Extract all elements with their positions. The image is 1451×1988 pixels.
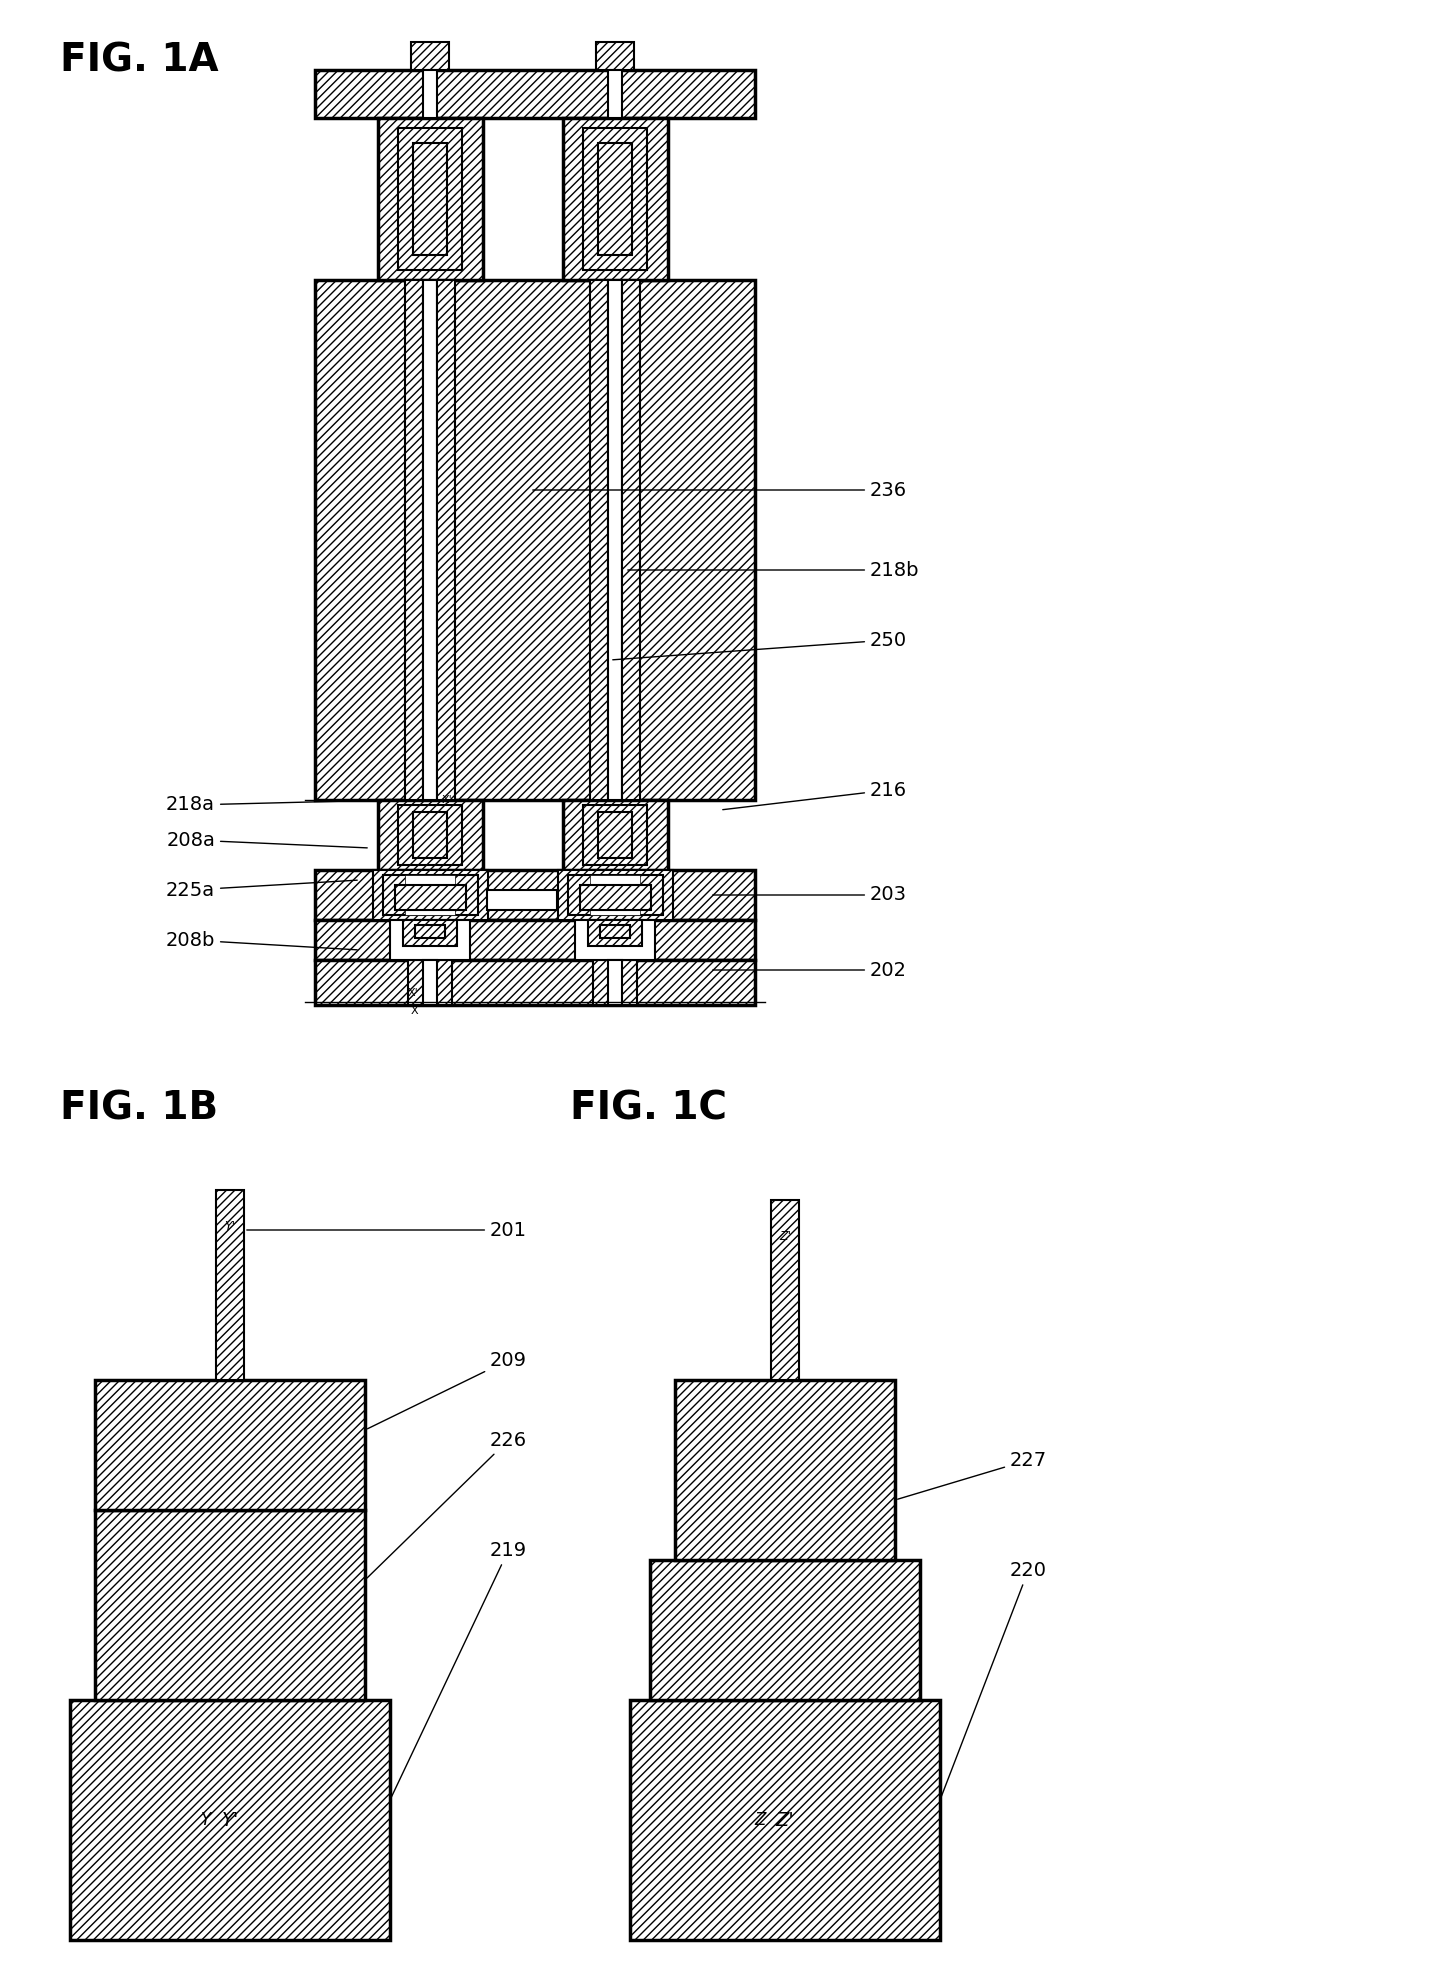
Bar xyxy=(598,143,633,254)
Text: 226: 226 xyxy=(367,1431,527,1578)
Bar xyxy=(373,871,488,920)
Text: X: X xyxy=(411,1006,418,1016)
Bar xyxy=(608,960,622,1006)
Bar xyxy=(593,960,637,1006)
Bar xyxy=(315,920,755,960)
Bar xyxy=(414,811,447,859)
Text: 236: 236 xyxy=(533,481,907,499)
Bar xyxy=(405,280,424,799)
Text: 203: 203 xyxy=(712,885,907,905)
Bar xyxy=(770,1201,800,1380)
Bar xyxy=(94,1380,366,1511)
Text: 202: 202 xyxy=(712,960,907,980)
Bar xyxy=(630,1700,940,1940)
Text: 208b: 208b xyxy=(165,930,357,950)
Bar xyxy=(675,1380,895,1561)
Text: 219: 219 xyxy=(392,1541,527,1797)
Bar xyxy=(398,805,461,865)
Bar xyxy=(408,960,453,1006)
Bar xyxy=(403,920,457,946)
Bar xyxy=(622,280,640,799)
Bar xyxy=(395,885,466,911)
Text: 225a: 225a xyxy=(165,881,357,899)
Text: 220: 220 xyxy=(942,1561,1048,1797)
Text: 216: 216 xyxy=(723,781,907,809)
Bar xyxy=(414,143,447,254)
Bar xyxy=(580,885,651,911)
Bar xyxy=(598,811,633,859)
Bar xyxy=(575,920,654,960)
Text: 209: 209 xyxy=(367,1350,527,1429)
Bar xyxy=(650,1561,920,1700)
Bar xyxy=(315,70,755,117)
Text: FIG. 1A: FIG. 1A xyxy=(59,42,219,80)
Text: 201: 201 xyxy=(247,1221,527,1239)
Bar xyxy=(415,924,445,938)
Bar xyxy=(601,924,630,938)
Text: Z: Z xyxy=(755,1811,766,1829)
Bar xyxy=(591,280,608,799)
Bar xyxy=(583,127,647,270)
Bar xyxy=(405,875,456,914)
Bar xyxy=(563,117,667,280)
Text: Z': Z' xyxy=(779,1231,791,1242)
Text: X': X' xyxy=(443,795,453,805)
Bar xyxy=(424,70,437,117)
Bar xyxy=(588,920,641,946)
Bar xyxy=(591,875,640,914)
Text: FIG. 1C: FIG. 1C xyxy=(570,1089,727,1127)
Bar xyxy=(383,875,477,914)
Bar xyxy=(94,1511,366,1700)
Bar xyxy=(559,871,673,920)
Bar xyxy=(608,280,622,799)
Text: X': X' xyxy=(408,988,418,998)
Text: Y': Y' xyxy=(222,1811,238,1829)
Bar xyxy=(379,799,483,871)
Text: 208a: 208a xyxy=(165,831,367,849)
Bar xyxy=(424,280,437,799)
Bar xyxy=(70,1700,390,1940)
Bar xyxy=(390,920,470,960)
Text: 218b: 218b xyxy=(628,561,920,579)
Bar xyxy=(398,127,461,270)
Bar xyxy=(216,1191,244,1380)
Bar xyxy=(608,70,622,117)
Text: FIG. 1B: FIG. 1B xyxy=(59,1089,218,1127)
Bar xyxy=(563,799,667,871)
Bar xyxy=(315,871,755,920)
Bar xyxy=(596,42,634,70)
Bar xyxy=(583,805,647,865)
Bar xyxy=(379,117,483,280)
Text: 250: 250 xyxy=(612,630,907,660)
Text: 227: 227 xyxy=(898,1451,1048,1499)
Text: Y: Y xyxy=(200,1811,210,1829)
Bar xyxy=(437,280,456,799)
Bar xyxy=(488,891,557,911)
Text: Y': Y' xyxy=(225,1221,235,1233)
Text: Z': Z' xyxy=(776,1811,794,1829)
Bar xyxy=(411,42,448,70)
Bar xyxy=(315,280,755,799)
Text: 218a: 218a xyxy=(165,795,387,815)
Bar xyxy=(315,960,755,1006)
Bar xyxy=(424,960,437,1006)
Bar xyxy=(567,875,663,914)
